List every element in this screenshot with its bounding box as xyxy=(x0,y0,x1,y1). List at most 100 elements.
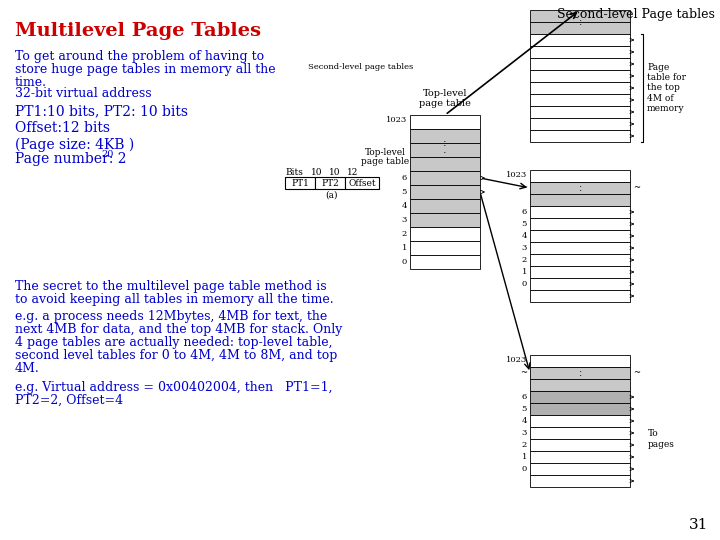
Text: 12: 12 xyxy=(347,168,359,177)
Bar xyxy=(410,227,480,241)
Text: 1: 1 xyxy=(521,453,527,461)
Bar xyxy=(530,427,630,439)
Text: (Page size: 4KB ): (Page size: 4KB ) xyxy=(15,138,134,152)
Bar xyxy=(410,115,480,129)
Bar xyxy=(530,278,630,290)
Bar xyxy=(530,46,630,58)
Text: 5: 5 xyxy=(521,405,527,413)
Text: 1: 1 xyxy=(402,244,407,252)
Text: Top-level: Top-level xyxy=(423,89,467,98)
Text: 32-bit virtual address: 32-bit virtual address xyxy=(15,87,152,100)
Bar xyxy=(410,171,480,185)
Bar xyxy=(530,230,630,242)
Bar xyxy=(530,355,630,367)
Bar xyxy=(410,199,480,213)
Text: Second-level Page tables: Second-level Page tables xyxy=(557,8,715,21)
Text: second level tables for 0 to 4M, 4M to 8M, and top: second level tables for 0 to 4M, 4M to 8… xyxy=(15,349,338,362)
Bar xyxy=(530,106,630,118)
Bar xyxy=(410,129,480,143)
Bar xyxy=(530,242,630,254)
Bar xyxy=(530,118,630,130)
Text: 10: 10 xyxy=(329,168,341,177)
Text: 0: 0 xyxy=(522,465,527,473)
Text: e.g. a process needs 12Mbytes, 4MB for text, the: e.g. a process needs 12Mbytes, 4MB for t… xyxy=(15,310,328,323)
Text: Page number: 2: Page number: 2 xyxy=(15,152,127,166)
Text: 3: 3 xyxy=(521,244,527,252)
Bar xyxy=(410,157,480,171)
Text: :: : xyxy=(578,368,582,378)
Text: Offset: Offset xyxy=(348,179,376,187)
Text: 2: 2 xyxy=(402,230,407,238)
Text: 10: 10 xyxy=(311,168,323,177)
Text: to avoid keeping all tables in memory all the time.: to avoid keeping all tables in memory al… xyxy=(15,293,333,306)
Text: To get around the problem of having to: To get around the problem of having to xyxy=(15,50,264,63)
Text: ~: ~ xyxy=(633,368,640,377)
Text: 6: 6 xyxy=(402,174,407,182)
Bar xyxy=(530,451,630,463)
Text: PT1: PT1 xyxy=(291,179,309,187)
Text: To
pages: To pages xyxy=(648,429,675,449)
Bar xyxy=(530,254,630,266)
Text: e.g. Virtual address = 0x00402004, then   PT1=1,: e.g. Virtual address = 0x00402004, then … xyxy=(15,381,333,394)
Text: :: : xyxy=(444,138,447,148)
Text: 4M.: 4M. xyxy=(15,362,40,375)
Bar xyxy=(345,177,379,189)
Text: 2: 2 xyxy=(522,256,527,264)
Text: Second-level page tables: Second-level page tables xyxy=(308,63,413,71)
Bar xyxy=(410,213,480,227)
Text: Offset:12 bits: Offset:12 bits xyxy=(15,121,110,135)
Bar xyxy=(530,94,630,106)
Text: Bits: Bits xyxy=(285,168,303,177)
Bar xyxy=(530,367,630,379)
Text: page table: page table xyxy=(361,157,409,166)
Bar xyxy=(530,391,630,403)
Text: ~: ~ xyxy=(633,184,640,192)
Text: 0: 0 xyxy=(402,258,407,266)
Text: 4 page tables are actually needed: top-level table,: 4 page tables are actually needed: top-l… xyxy=(15,336,333,349)
Text: 5: 5 xyxy=(402,188,407,196)
Text: 2: 2 xyxy=(522,441,527,449)
Text: 4: 4 xyxy=(402,202,407,210)
Text: .: . xyxy=(444,145,447,155)
Text: time.: time. xyxy=(15,76,47,89)
Text: 3: 3 xyxy=(402,216,407,224)
Bar xyxy=(410,255,480,269)
Text: PT2=2, Offset=4: PT2=2, Offset=4 xyxy=(15,394,123,407)
Bar xyxy=(530,463,630,475)
Bar xyxy=(410,185,480,199)
Bar xyxy=(530,415,630,427)
Bar xyxy=(530,82,630,94)
Text: 1: 1 xyxy=(521,268,527,276)
Text: 1023: 1023 xyxy=(505,356,527,364)
Text: 4: 4 xyxy=(521,417,527,425)
Text: Page
table for
the top
4M of
memory: Page table for the top 4M of memory xyxy=(647,63,686,113)
Text: :: : xyxy=(578,183,582,193)
Bar xyxy=(530,170,630,182)
Text: 6: 6 xyxy=(522,208,527,216)
Text: 20: 20 xyxy=(101,150,113,159)
Text: store huge page tables in memory all the: store huge page tables in memory all the xyxy=(15,63,276,76)
Bar xyxy=(530,290,630,302)
Text: PT2: PT2 xyxy=(321,179,339,187)
Text: (a): (a) xyxy=(325,191,338,200)
Text: 1023: 1023 xyxy=(386,116,407,124)
Text: 31: 31 xyxy=(688,518,708,532)
Text: 3: 3 xyxy=(521,429,527,437)
Text: The secret to the multilevel page table method is: The secret to the multilevel page table … xyxy=(15,280,327,293)
Bar xyxy=(530,58,630,70)
Text: PT1:10 bits, PT2: 10 bits: PT1:10 bits, PT2: 10 bits xyxy=(15,104,188,118)
Bar xyxy=(530,182,630,194)
Bar xyxy=(530,70,630,82)
Bar xyxy=(530,266,630,278)
Bar xyxy=(530,439,630,451)
Text: ~: ~ xyxy=(520,368,527,377)
Bar xyxy=(530,130,630,142)
Bar xyxy=(530,475,630,487)
Bar xyxy=(410,143,480,157)
Text: next 4MB for data, and the top 4MB for stack. Only: next 4MB for data, and the top 4MB for s… xyxy=(15,323,343,336)
Bar xyxy=(285,177,315,189)
Bar xyxy=(530,194,630,206)
Text: 6: 6 xyxy=(522,393,527,401)
Text: Multilevel Page Tables: Multilevel Page Tables xyxy=(15,22,261,40)
Text: :: : xyxy=(578,17,582,27)
